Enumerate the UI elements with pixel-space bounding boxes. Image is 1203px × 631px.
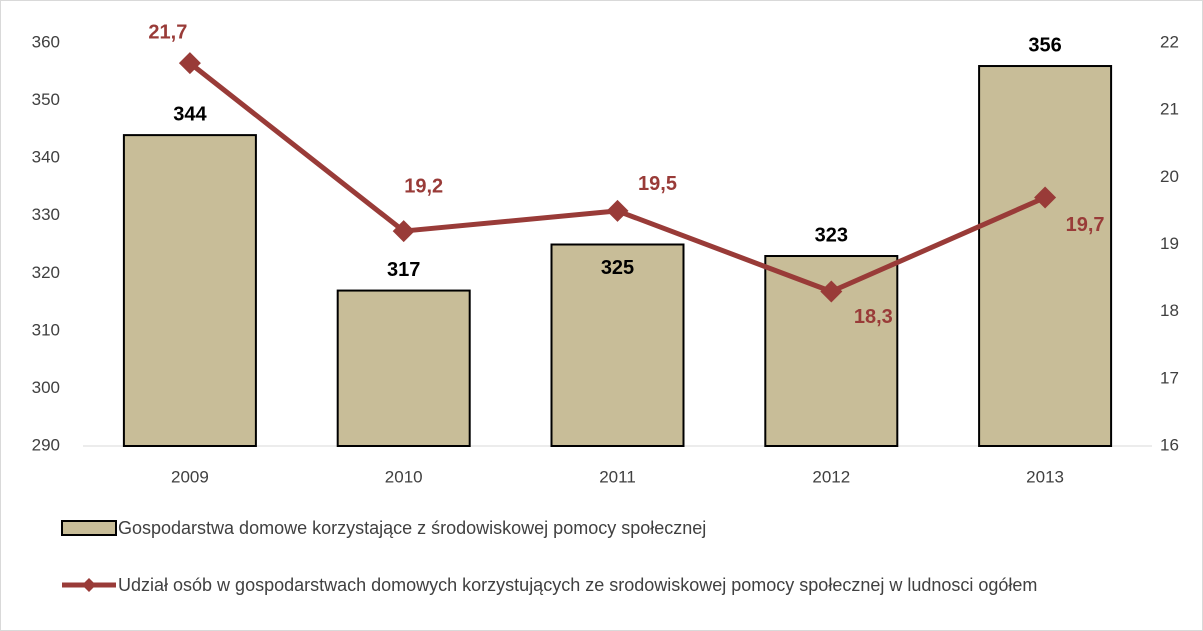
legend: [61, 520, 117, 592]
legend-label: Udział osób w gospodarstwach domowych ko…: [118, 575, 1038, 595]
y-tick-label: 360: [32, 32, 60, 51]
data-label: 317: [387, 259, 420, 281]
y-tick-label: 290: [32, 435, 60, 454]
bar: [122, 134, 257, 447]
data-label: 18,3: [854, 306, 893, 328]
bar: [764, 255, 899, 447]
data-label: 19,5: [638, 173, 677, 195]
data-label: 21,7: [148, 21, 187, 43]
y-tick-label: 340: [32, 148, 60, 167]
x-tick-label: 2011: [599, 467, 636, 486]
y-tick-label: 320: [32, 263, 60, 282]
bar: [978, 65, 1113, 448]
data-label: 323: [815, 224, 848, 246]
y-tick-label: 330: [32, 205, 60, 224]
bar: [550, 243, 685, 447]
y2-tick-label: 22: [1160, 32, 1179, 51]
y2-tick-label: 20: [1160, 167, 1179, 186]
legend-label: Gospodarstwa domowe korzystające z środo…: [118, 518, 707, 538]
y2-tick-label: 17: [1160, 368, 1179, 387]
legend-swatch-marker: [82, 578, 96, 592]
y2-tick-label: 18: [1160, 301, 1179, 320]
data-label: 344: [173, 103, 207, 125]
x-tick-label: 2009: [171, 467, 209, 486]
legend-swatch-bar: [61, 520, 117, 536]
x-tick-label: 2010: [385, 467, 423, 486]
y2-tick-label: 16: [1160, 435, 1179, 454]
data-label: 325: [601, 257, 634, 279]
y2-tick-label: 19: [1160, 234, 1179, 253]
line-marker: [1034, 186, 1057, 209]
line-marker: [820, 280, 843, 303]
y-tick-label: 350: [32, 90, 60, 109]
y2-tick-label: 21: [1160, 100, 1179, 119]
data-label: 356: [1028, 34, 1061, 56]
line-marker: [392, 220, 415, 243]
data-label: 19,2: [404, 175, 443, 197]
bar: [336, 289, 471, 447]
y-tick-label: 300: [32, 378, 60, 397]
line-marker: [606, 199, 629, 222]
x-tick-label: 2013: [1026, 467, 1064, 486]
data-label: 19,7: [1066, 214, 1105, 236]
y-tick-label: 310: [32, 320, 60, 339]
x-tick-label: 2012: [812, 467, 850, 486]
line-marker: [178, 52, 201, 75]
